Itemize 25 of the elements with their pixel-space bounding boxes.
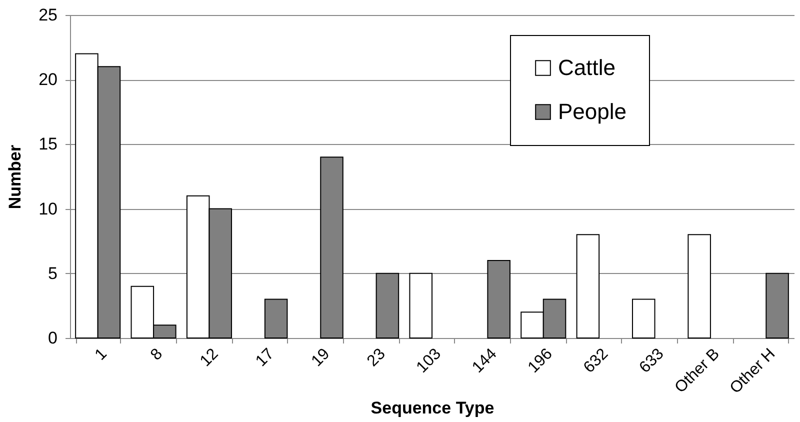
y-tick-label: 20 (38, 70, 58, 90)
x-tick-label: 144 (469, 345, 500, 376)
y-tick-label: 5 (48, 264, 58, 283)
y-tick-label: 15 (38, 134, 58, 154)
y-axis-title: Number (6, 144, 25, 210)
x-tick-label: 196 (525, 345, 556, 376)
bar (632, 298, 656, 338)
x-tick-label: 103 (414, 345, 445, 376)
y-tick-label: 10 (38, 199, 58, 218)
bar (576, 234, 600, 338)
x-tick-label: 19 (308, 345, 334, 370)
y-tick-label: 25 (38, 6, 58, 24)
x-tick-label: 632 (580, 345, 612, 376)
x-tick-label: 8 (148, 345, 166, 364)
legend-label: Cattle (558, 55, 616, 80)
x-tick-label: 23 (364, 345, 389, 370)
bar (409, 272, 432, 338)
x-tick-label: 12 (197, 345, 222, 370)
x-tick-label: 17 (252, 345, 278, 370)
x-tick-label: 1 (92, 345, 110, 364)
bar (688, 234, 711, 338)
x-axis-title: Sequence Type (370, 398, 494, 418)
x-tick-label: 633 (636, 345, 668, 376)
legend-label: People (558, 99, 627, 124)
y-tick-label: 0 (48, 328, 58, 348)
